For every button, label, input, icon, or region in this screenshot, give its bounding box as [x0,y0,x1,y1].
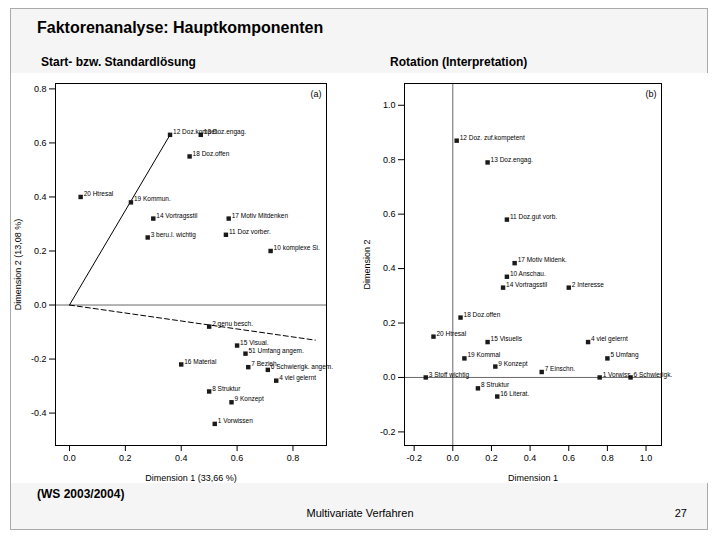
svg-text:Dimension 1 (33,66 %): Dimension 1 (33,66 %) [145,473,237,483]
svg-text:-0.2: -0.2 [380,427,396,437]
svg-text:11 Doz vorber.: 11 Doz vorber. [229,228,271,235]
svg-text:51 Umfang angem.: 51 Umfang angem. [248,347,303,355]
html-text:(WS 2003/2004): (WS 2003/2004) [37,487,125,501]
svg-text:0.0: 0.0 [63,453,76,463]
svg-text:0.4: 0.4 [524,453,537,463]
svg-text:0.8: 0.8 [34,84,47,94]
svg-text:0.6: 0.6 [562,453,575,463]
svg-text:5 Umfang: 5 Umfang [610,351,639,359]
svg-text:19 Kommal: 19 Kommal [467,351,500,358]
svg-text:7 Einschn.: 7 Einschn. [545,365,576,372]
svg-text:17 Motiv Mitdenken: 17 Motiv Mitdenken [232,212,289,219]
svg-text:19 Kommun.: 19 Kommun. [134,195,171,202]
svg-text:4 viel gelernt: 4 viel gelernt [591,335,628,343]
svg-text:1 Vorwiss.: 1 Vorwiss. [603,371,633,378]
svg-text:0.8: 0.8 [601,453,614,463]
svg-text:8 Struktur: 8 Struktur [481,381,510,388]
svg-text:16 Material: 16 Material [184,358,217,365]
svg-text:(b): (b) [646,89,657,99]
svg-text:7 Bezieh.: 7 Bezieh. [251,360,279,368]
svg-text:16 Literat.: 16 Literat. [500,390,529,397]
html-text:Multivariate Verfahren: Multivariate Verfahren [306,507,414,519]
svg-text:0.0: 0.0 [34,300,47,310]
svg-text:12 Doz.kompet.: 12 Doz.kompet. [173,127,219,135]
svg-text:4 viel gelernt: 4 viel gelernt [279,374,316,382]
svg-text:0.6: 0.6 [34,138,47,148]
svg-text:0.4: 0.4 [383,263,396,273]
svg-text:10 Anschau.: 10 Anschau. [510,270,546,277]
svg-text:0.2: 0.2 [485,453,498,463]
svg-text:13 Doz.engag.: 13 Doz.engag. [491,156,533,164]
svg-text:0.4: 0.4 [175,453,188,463]
svg-text:0.0: 0.0 [383,372,396,382]
svg-text:20 Htresal: 20 Htresal [436,330,466,337]
svg-text:12 Doz. zuf.kompetent: 12 Doz. zuf.kompetent [460,134,525,142]
svg-text:0.6: 0.6 [231,453,244,463]
html-text:Faktorenanalyse: Hauptkomponen: Faktorenanalyse: Hauptkomponenten [37,19,324,36]
svg-text:0.8: 0.8 [287,453,300,463]
svg-text:0.2: 0.2 [383,318,396,328]
svg-text:-0.2: -0.2 [406,453,422,463]
svg-text:0.4: 0.4 [34,192,47,202]
svg-text:(a): (a) [311,89,322,99]
svg-text:0.2: 0.2 [119,453,132,463]
svg-text:15 Visual.: 15 Visual. [240,339,269,346]
svg-text:1 Vorwissen: 1 Vorwissen [218,417,253,424]
svg-text:3 Stoff wichtig: 3 Stoff wichtig [429,371,470,379]
svg-text:0.0: 0.0 [447,453,460,463]
svg-text:15 Visuells: 15 Visuells [491,335,523,342]
svg-text:14 Vortragsstil: 14 Vortragsstil [506,281,548,289]
svg-text:17 Motiv Midenk.: 17 Motiv Midenk. [518,256,567,263]
svg-text:0.8: 0.8 [383,155,396,165]
svg-text:1.0: 1.0 [640,453,653,463]
svg-text:6 Schwierigk. angem.: 6 Schwierigk. angem. [271,363,333,371]
svg-text:2 Interesse: 2 Interesse [572,281,605,288]
svg-text:6 Schwierigk.: 6 Schwierigk. [634,371,673,379]
svg-text:20 Htresal: 20 Htresal [84,190,114,197]
svg-text:13 Doz.engag.: 13 Doz.engag. [204,128,246,136]
svg-text:9 Konzept: 9 Konzept [498,360,527,368]
svg-text:0.2: 0.2 [34,246,47,256]
svg-text:-0.4: -0.4 [31,408,47,418]
svg-text:8 Struktur: 8 Struktur [212,385,241,392]
svg-text:Dimension 2: Dimension 2 [362,239,372,289]
html-text:27: 27 [674,507,687,519]
svg-text:-0.2: -0.2 [31,354,47,364]
svg-text:Dimension 2 (13,08 %): Dimension 2 (13,08 %) [13,219,23,311]
svg-text:9 Konzept: 9 Konzept [235,395,264,403]
svg-text:Dimension 1: Dimension 1 [508,473,558,483]
svg-text:1.0: 1.0 [383,100,396,110]
svg-text:14 Vortragsstil: 14 Vortragsstil [156,212,198,220]
svg-text:0.6: 0.6 [383,209,396,219]
svg-text:18 Doz.offen: 18 Doz.offen [193,150,230,157]
svg-text:3 beru.l. wichtig: 3 beru.l. wichtig [151,231,197,239]
svg-text:2 genu besch.: 2 genu besch. [212,320,253,328]
html-text:Rotation (Interpretation): Rotation (Interpretation) [390,55,528,69]
svg-text:10 komplexe Si.: 10 komplexe Si. [274,244,320,252]
svg-text:11 Doz.gut vorb.: 11 Doz.gut vorb. [510,213,557,221]
svg-text:18 Doz.offen: 18 Doz.offen [464,311,501,318]
html-text:Start- bzw. Standardlösung: Start- bzw. Standardlösung [41,55,196,69]
